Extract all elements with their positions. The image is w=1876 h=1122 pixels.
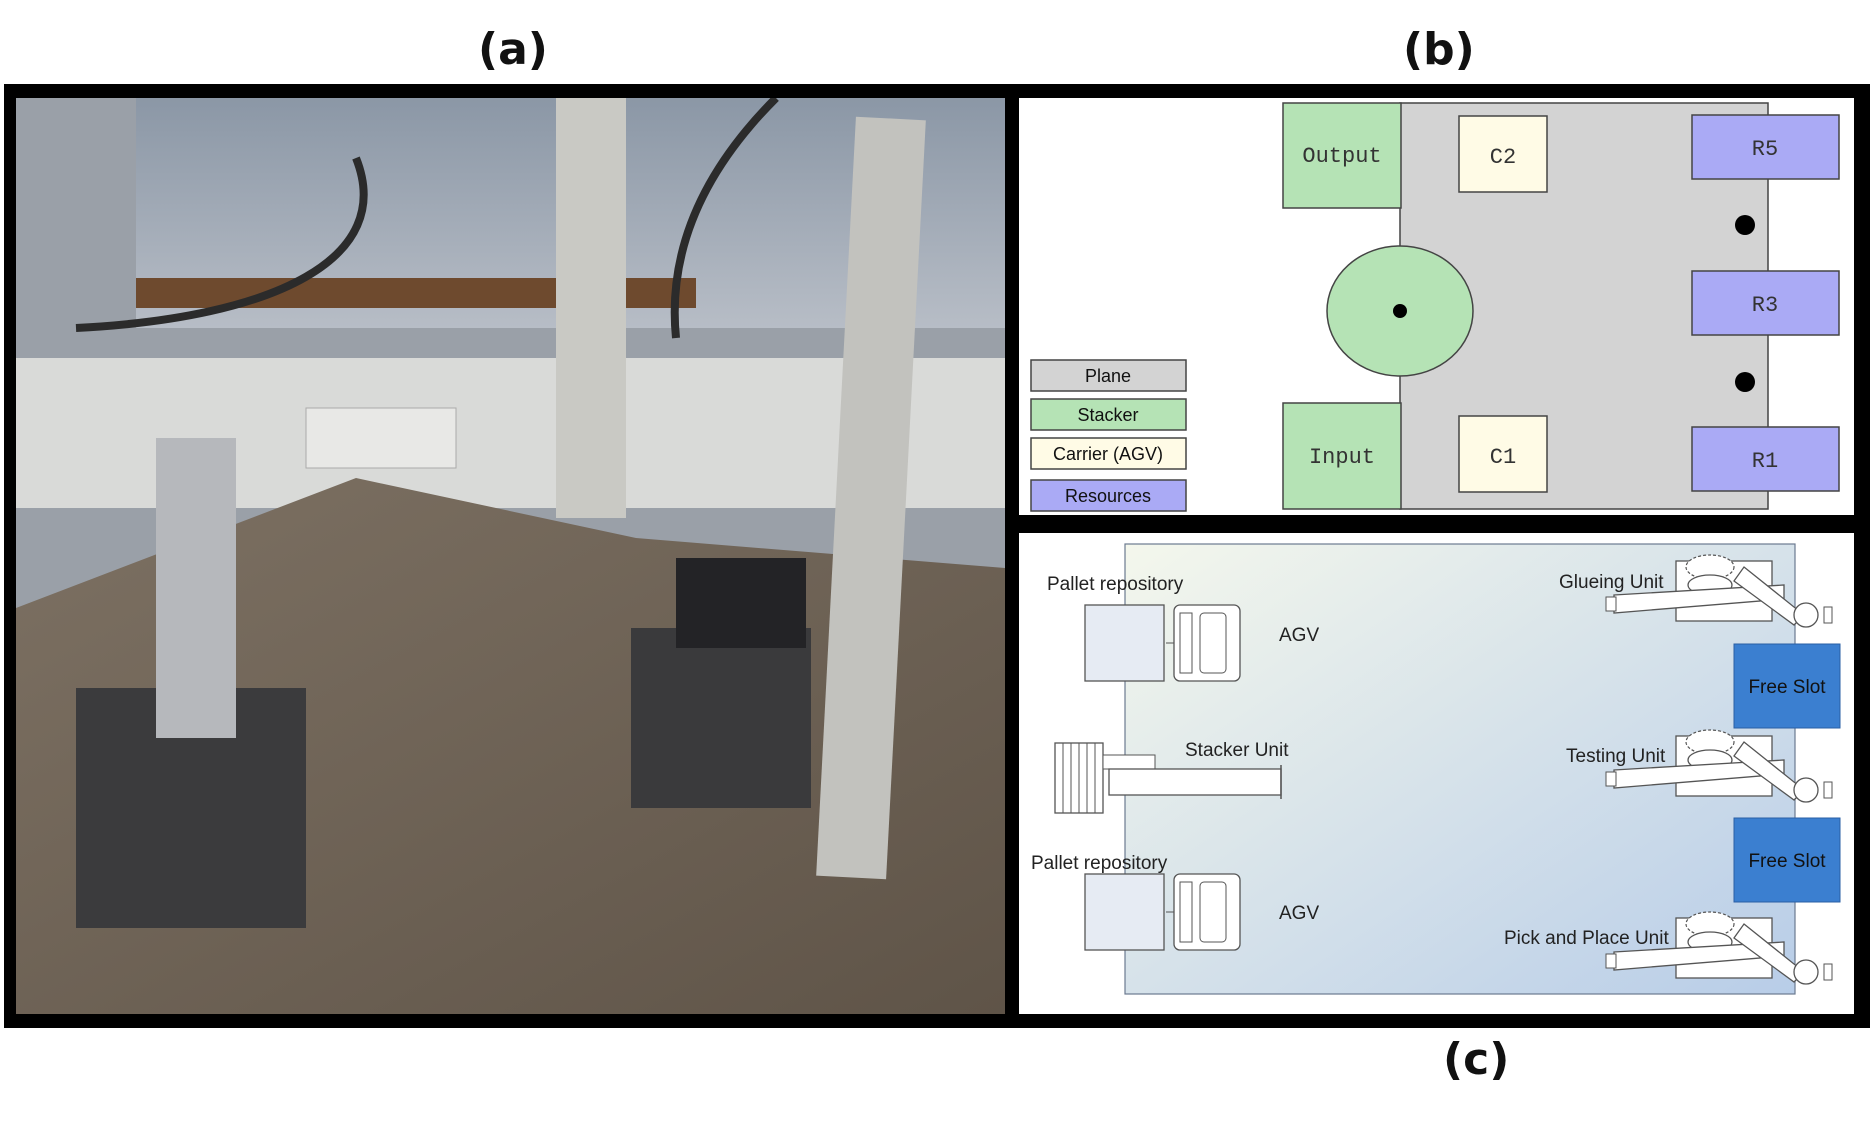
free-slot-bottom-label: Free Slot xyxy=(1748,851,1826,872)
stacker-unit-drawing xyxy=(1054,742,1282,814)
panel-c-layout: Pallet repository AGV Pallet repository … xyxy=(1019,533,1854,1014)
free-slot-top xyxy=(1733,643,1841,729)
pallet-repository-bottom xyxy=(1084,873,1165,951)
resource-r1 xyxy=(1691,426,1840,492)
legend-carrier-label: Carrier (AGV) xyxy=(1053,444,1163,464)
legend-carrier-swatch xyxy=(1030,437,1187,470)
slot-dot-upper xyxy=(1735,215,1755,235)
output-label: Output xyxy=(1302,144,1381,169)
resource-r5-label: R5 xyxy=(1752,137,1778,162)
glueing-unit-label: Glueing Unit xyxy=(1559,572,1664,593)
testing-unit-label: Testing Unit xyxy=(1566,746,1666,767)
legend-plane-label: Plane xyxy=(1085,366,1131,386)
agv-top-label: AGV xyxy=(1279,625,1319,646)
panel-b-schematic: Output Input C2 C1 R5 R3 R1 Plane Stacke… xyxy=(1019,98,1854,515)
label-c: (c) xyxy=(1443,1034,1510,1085)
resource-r3 xyxy=(1691,270,1840,336)
agv-top-shape xyxy=(1165,604,1241,682)
slot-dot-lower xyxy=(1735,372,1755,392)
legend-plane-swatch xyxy=(1030,359,1187,392)
input-block xyxy=(1282,402,1402,510)
carrier-c2 xyxy=(1458,115,1548,193)
carrier-c1-label: C1 xyxy=(1490,445,1516,470)
input-label: Input xyxy=(1309,445,1375,470)
pick-place-unit-label: Pick and Place Unit xyxy=(1504,928,1669,949)
output-block xyxy=(1282,102,1402,209)
legend-resources-swatch xyxy=(1030,479,1187,512)
label-a: (a) xyxy=(478,24,548,75)
stacker-center-dot xyxy=(1393,304,1407,318)
label-b: (b) xyxy=(1403,24,1475,75)
agv-bottom-shape xyxy=(1165,873,1241,951)
lab-photo xyxy=(16,98,1005,1014)
carrier-c1 xyxy=(1458,415,1548,493)
pallet-repository-top-label: Pallet repository xyxy=(1047,574,1184,595)
lab-photo-illustration xyxy=(16,98,1005,1014)
stacker-unit-label: Stacker Unit xyxy=(1185,740,1289,761)
resource-r3-label: R3 xyxy=(1752,293,1778,318)
legend-stacker-swatch xyxy=(1030,398,1187,431)
free-slot-top-label: Free Slot xyxy=(1748,677,1826,698)
resource-r1-label: R1 xyxy=(1752,449,1778,474)
legend-stacker-label: Stacker xyxy=(1077,405,1138,425)
free-slot-bottom xyxy=(1733,817,1841,903)
pallet-repository-top xyxy=(1084,604,1165,682)
agv-bottom-label: AGV xyxy=(1279,903,1319,924)
legend-resources-label: Resources xyxy=(1065,486,1151,506)
carrier-c2-label: C2 xyxy=(1490,145,1516,170)
pallet-repository-bottom-label: Pallet repository xyxy=(1031,853,1168,874)
resource-r5 xyxy=(1691,114,1840,180)
